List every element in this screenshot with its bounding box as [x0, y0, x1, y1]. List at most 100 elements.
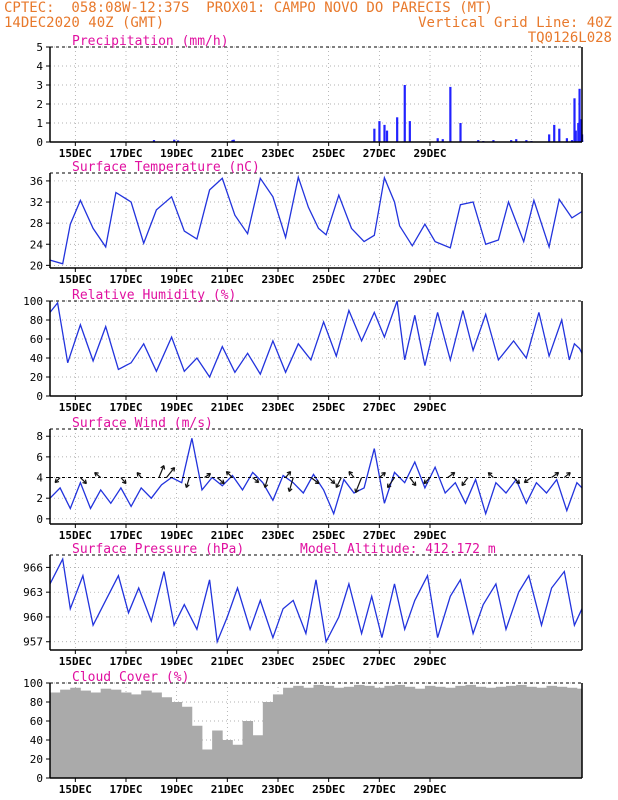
y-tick-label: 1 — [36, 117, 43, 130]
precip-bar — [436, 138, 439, 142]
y-tick-label: 100 — [23, 677, 43, 690]
wind-arrow — [166, 467, 176, 478]
cloud-bar — [272, 694, 284, 778]
cloud-bar — [394, 684, 406, 778]
x-tick-label: 19DEC — [160, 655, 193, 668]
series-line — [49, 300, 583, 379]
precip-bar — [577, 123, 580, 142]
x-tick-label: 23DEC — [261, 529, 294, 542]
wind-arrowhead — [523, 478, 529, 484]
cloud-bar — [70, 687, 81, 778]
cloud-bar — [222, 740, 233, 778]
x-tick-label: 23DEC — [261, 147, 294, 160]
wind-arrowhead — [354, 488, 360, 494]
y-tick-label: 0 — [36, 390, 43, 403]
wind-arrowhead — [286, 470, 292, 476]
cloud-bar — [110, 689, 122, 778]
wind-arrow — [423, 477, 431, 484]
cloud-bar — [343, 686, 355, 778]
cloud-bar — [242, 721, 254, 778]
wind-arrowhead — [314, 479, 320, 485]
precip-bar — [510, 140, 513, 142]
x-tick-label: 15DEC — [59, 529, 92, 542]
wind-arrowhead — [136, 471, 142, 477]
wind-arrowhead — [515, 479, 521, 485]
cloud-bar — [323, 685, 335, 778]
y-tick-label: 0 — [36, 136, 43, 149]
y-tick-label: 80 — [30, 696, 43, 709]
panel-title: Surface Temperature (nC) — [72, 160, 260, 175]
y-tick-label: 40 — [30, 352, 43, 365]
x-tick-label: 17DEC — [109, 783, 142, 796]
cloud-bar — [576, 688, 583, 778]
x-tick-label: 19DEC — [160, 783, 193, 796]
wind-arrow — [335, 477, 342, 488]
precip-bar — [373, 128, 376, 142]
y-tick-label: 20 — [30, 259, 43, 272]
cloud-bar — [516, 684, 527, 778]
wind-arrow — [461, 477, 469, 486]
y-tick-label: 32 — [30, 196, 43, 209]
x-tick-label: 23DEC — [261, 273, 294, 286]
cloud-bar — [262, 702, 274, 778]
wind-arrow — [513, 477, 521, 484]
precip-bar — [176, 140, 180, 142]
x-tick-label: 27DEC — [363, 147, 396, 160]
cloud-bar — [435, 686, 446, 778]
wind-arrowhead — [287, 487, 293, 492]
cloud-bar — [475, 686, 487, 778]
wind-arrowhead — [330, 479, 336, 485]
precip-bar — [573, 98, 576, 142]
precip-bar — [396, 117, 399, 142]
cloud-bar — [90, 692, 102, 778]
header-code: TQ0126L028 — [527, 30, 612, 46]
wind-arrow — [264, 477, 269, 488]
x-tick-label: 17DEC — [109, 147, 142, 160]
wind-arrow — [120, 477, 127, 484]
y-tick-label: 40 — [30, 734, 43, 747]
wind-arrow — [387, 477, 396, 488]
precip-bar — [378, 121, 381, 142]
wind-arrowhead — [348, 470, 353, 476]
x-tick-label: 17DEC — [109, 655, 142, 668]
precip-bar — [408, 121, 411, 142]
wind-arrow — [328, 477, 336, 484]
wind-arrowhead — [386, 483, 392, 489]
wind-arrowhead — [381, 471, 386, 477]
x-tick-label: 15DEC — [59, 401, 92, 414]
panel-title: Relative Humidity (%) — [72, 288, 236, 303]
cloud-bar — [465, 684, 476, 778]
cloud-bar — [151, 692, 162, 778]
x-tick-label: 29DEC — [413, 783, 446, 796]
cloud-bar — [445, 687, 456, 778]
x-tick-label: 15DEC — [59, 783, 92, 796]
x-tick-label: 25DEC — [312, 529, 345, 542]
header-date: 14DEC2020 40Z (GMT) — [4, 15, 165, 31]
cloud-bar — [506, 685, 517, 778]
cloud-bar — [333, 687, 345, 778]
wind-arrow — [285, 471, 292, 478]
wind-arrowhead — [170, 466, 176, 472]
panel-title: Precipitation (mm/h) — [72, 34, 229, 49]
panel-5 — [46, 554, 583, 654]
x-tick-label: 21DEC — [211, 147, 244, 160]
wind-arrowhead — [450, 471, 456, 477]
x-tick-label: 19DEC — [160, 401, 193, 414]
x-tick-label: 15DEC — [59, 655, 92, 668]
y-tick-label: 0 — [36, 772, 43, 785]
x-tick-label: 27DEC — [363, 401, 396, 414]
cloud-bar — [546, 685, 558, 778]
cloud-bar — [424, 685, 436, 778]
x-tick-label: 17DEC — [109, 401, 142, 414]
header-grid-note: Vertical Grid Line: 40Z — [418, 15, 612, 31]
cloud-bar — [80, 690, 91, 778]
precip-bar — [403, 85, 406, 142]
cloud-bar — [374, 687, 385, 778]
precip-bar — [385, 130, 389, 142]
precip-bar — [231, 140, 234, 142]
precip-bar — [449, 86, 452, 142]
y-tick-label: 966 — [23, 561, 43, 574]
cloud-bar — [536, 687, 547, 778]
y-tick-label: 8 — [36, 430, 43, 443]
